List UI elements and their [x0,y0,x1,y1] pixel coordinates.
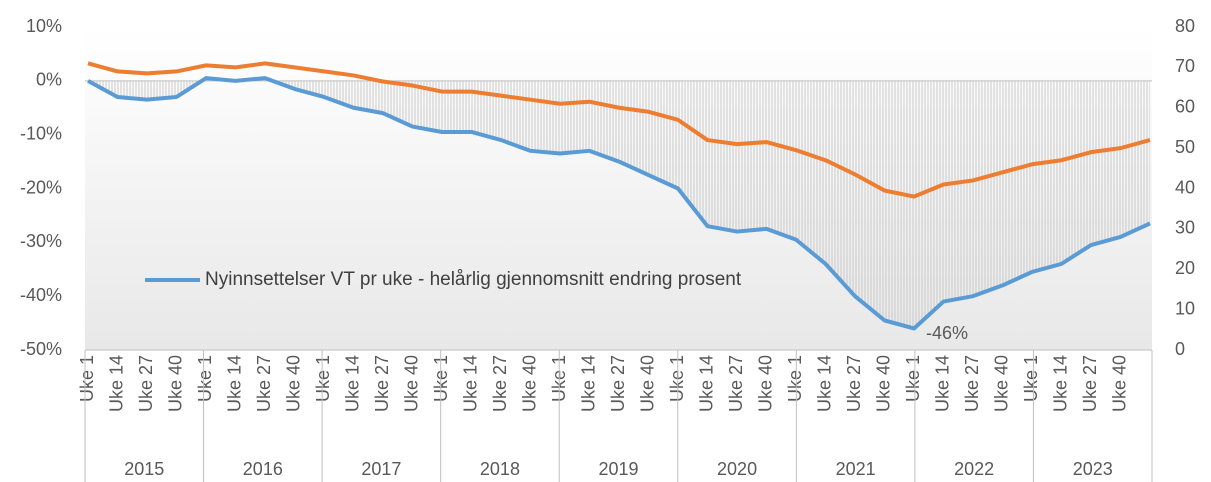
x-tick-label: Uke 27 [254,355,274,412]
y2-tick-label: 40 [1175,177,1195,197]
annotation: -46% [926,323,968,343]
y2-tick-label: 10 [1175,298,1195,318]
x-tick-label: Uke 14 [814,355,834,412]
x-tick-label: Uke 1 [195,355,215,402]
x-tick-label: Uke 27 [372,355,392,412]
y2-tick-label: 30 [1175,218,1195,238]
x-tick-label: Uke 40 [637,355,657,412]
y2-tick-label: 20 [1175,258,1195,278]
x-tick-label: Uke 1 [785,355,805,402]
x-tick-label: Uke 27 [962,355,982,412]
x-tick-label: Uke 27 [1080,355,1100,412]
year-label: 2020 [717,459,757,479]
year-label: 2023 [1073,459,1113,479]
x-tick-label: Uke 1 [903,355,923,402]
x-tick-label: Uke 14 [932,355,952,412]
x-tick-label: Uke 40 [165,355,185,412]
y-tick-label: -10% [20,123,62,143]
x-tick-label: Uke 14 [696,355,716,412]
x-tick-label: Uke 14 [578,355,598,412]
x-tick-label: Uke 14 [224,355,244,412]
x-tick-label: Uke 40 [755,355,775,412]
x-tick-label: Uke 14 [106,355,126,412]
x-tick-label: Uke 27 [136,355,156,412]
year-label: 2022 [954,459,994,479]
x-tick-label: Uke 40 [1109,355,1129,412]
y-tick-label: -30% [20,231,62,251]
year-label: 2015 [124,459,164,479]
x-tick-label: Uke 14 [460,355,480,412]
x-tick-label: Uke 27 [608,355,628,412]
x-tick-label: Uke 40 [283,355,303,412]
x-tick-label: Uke 1 [667,355,687,402]
year-label: 2018 [480,459,520,479]
x-tick-label: Uke 27 [844,355,864,412]
x-tick-label: Uke 14 [342,355,362,412]
x-tick-label: Uke 1 [313,355,333,402]
x-tick-label: Uke 27 [490,355,510,412]
y-tick-label: 10% [26,16,62,36]
y2-tick-label: 80 [1175,16,1195,36]
year-label: 2021 [836,459,876,479]
legend-text: Nyinnsettelser VT pr uke - helårlig gjen… [205,269,742,290]
x-tick-label: Uke 40 [991,355,1011,412]
y2-tick-label: 0 [1175,339,1185,359]
year-label: 2019 [598,459,638,479]
year-label: 2017 [361,459,401,479]
area-fill [88,78,1150,329]
x-tick-label: Uke 1 [77,355,97,402]
y-tick-label: -50% [20,339,62,359]
x-tick-label: Uke 1 [1021,355,1041,402]
y-tick-label: -20% [20,177,62,197]
series-line [87,61,1151,199]
y2-tick-label: 70 [1175,56,1195,76]
x-tick-label: Uke 40 [873,355,893,412]
x-tick-label: Uke 14 [1050,355,1070,412]
x-tick-label: Uke 40 [519,355,539,412]
year-label: 2016 [243,459,283,479]
y2-tick-label: 50 [1175,137,1195,157]
x-tick-label: Uke 40 [401,355,421,412]
x-tick-label: Uke 27 [726,355,746,412]
y-tick-label: 0% [36,70,62,90]
series-line [87,76,1151,331]
y2-tick-label: 60 [1175,97,1195,117]
y-tick-label: -40% [20,285,62,305]
